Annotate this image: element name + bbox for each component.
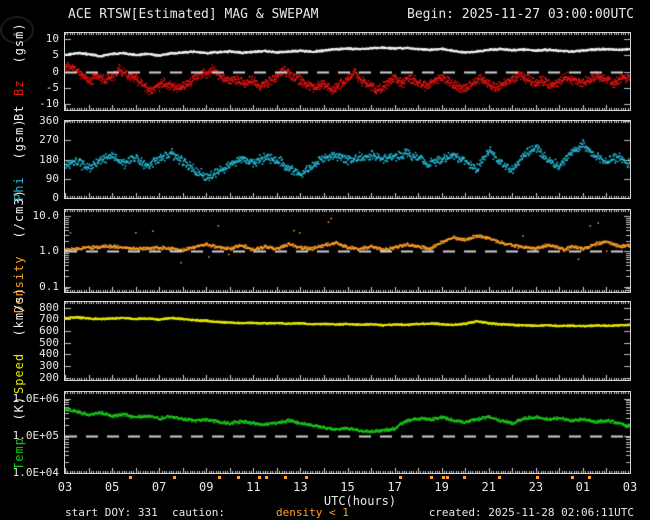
x-tick-label: 21 [481, 480, 496, 494]
y-tick-label: 1.0E+04 [12, 466, 59, 479]
caution-marker [446, 476, 450, 479]
x-tick-label: 11 [246, 480, 261, 494]
y-axis-title-part: Bz [12, 79, 26, 97]
y-tick-label: 180 [39, 152, 59, 166]
created-timestamp: created: 2025-11-28 02:06:11UTC [428, 506, 634, 519]
x-tick-label: 13 [293, 480, 308, 494]
caution-marker [399, 476, 403, 479]
y-axis-title-part: (gsm) [12, 22, 26, 80]
y-tick-label: 5 [52, 48, 59, 62]
caution-marker [587, 476, 591, 479]
logo-spark [13, 33, 18, 36]
y-tick-label: 0.1 [39, 279, 59, 293]
y-tick-label: 10.0 [32, 209, 60, 223]
y-tick-label: 300 [39, 359, 59, 373]
y-axis-title-temp: Temp (K) [4, 392, 34, 473]
panel-density [64, 209, 631, 293]
start-doy-label: start DOY: 331 [65, 506, 158, 519]
caution-marker [305, 476, 309, 479]
y-tick-label: 700 [39, 312, 59, 326]
y-tick-label: 0 [52, 191, 59, 204]
caution-marker [441, 476, 445, 479]
caution-marker [283, 476, 287, 479]
y-tick-label: 600 [39, 324, 59, 338]
caution-marker [128, 476, 132, 479]
y-tick-label: 90 [45, 171, 59, 185]
y-tick-label: -10 [39, 96, 59, 110]
y-axis-title-speed: Speed (km/s) [4, 288, 34, 395]
panel-bt-bz [64, 32, 631, 111]
x-axis-label: UTC(hours) [323, 494, 397, 508]
x-tick-label: 03 [57, 480, 73, 494]
y-tick-label: -5 [45, 80, 59, 94]
plot-title: ACE RTSW[Estimated] MAG & SWEPAM [68, 7, 319, 22]
y-tick-label: 200 [39, 370, 59, 384]
panel-canvas-density [65, 210, 630, 292]
x-tick-label: 03 [622, 480, 638, 494]
y-tick-label: 360 [39, 114, 59, 127]
caution-marker [236, 476, 240, 479]
panel-canvas-bt-bz [65, 33, 630, 110]
y-axis-title-part: Temp [12, 436, 26, 470]
caution-marker [173, 476, 177, 479]
y-tick-label: 10 [45, 32, 59, 46]
y-axis-title-part: (gsm) [12, 118, 26, 176]
y-tick-label: 1.0E+05 [12, 428, 59, 442]
x-tick-label: 23 [528, 480, 544, 494]
x-tick-label: 19 [434, 480, 449, 494]
y-axis-title-part: (/cm3) [12, 189, 26, 256]
y-tick-label: 270 [39, 133, 59, 147]
caution-marker [429, 476, 433, 479]
y-tick-label: 400 [39, 347, 59, 361]
y-tick-label: 500 [39, 335, 59, 349]
x-tick-label: 07 [151, 480, 167, 494]
caution-marker [535, 476, 539, 479]
y-axis-title-density: Density (/cm3) [4, 189, 34, 312]
x-tick-label: 01 [575, 480, 591, 494]
y-tick-label: 1.0 [39, 244, 59, 258]
y-axis-title-bt-bz: Bt Bz (gsm) [4, 22, 34, 121]
begin-timestamp: Begin: 2025-11-27 03:00:00UTC [407, 7, 634, 22]
panel-phi [64, 120, 631, 199]
y-tick-label: 0 [52, 64, 59, 78]
caution-marker [258, 476, 262, 479]
y-axis-title-part: (K) [12, 395, 26, 437]
caution-marker [265, 476, 269, 479]
y-axis-title-part: (km/s) [12, 287, 26, 354]
y-axis-title-phi: Phi (gsm) [4, 118, 34, 200]
caution-value: density < 1 [276, 506, 349, 519]
y-axis-title-part: Speed [12, 353, 26, 395]
x-tick-label: 15 [340, 480, 355, 494]
logo-remnant [0, 16, 34, 44]
y-tick-label: 1.0E+06 [12, 391, 59, 405]
caution-marker [498, 476, 502, 479]
x-tick-label: 17 [387, 480, 402, 494]
panel-temp [64, 391, 631, 474]
panel-canvas-speed [65, 302, 630, 380]
caution-marker [571, 476, 575, 479]
panel-canvas-temp [65, 392, 630, 473]
panel-speed [64, 301, 631, 381]
y-tick-label: 800 [39, 300, 59, 314]
x-tick-label: 09 [199, 480, 214, 494]
caution-marker [462, 476, 466, 479]
caution-label: caution: [172, 506, 225, 519]
caution-marker [218, 476, 222, 479]
panel-canvas-phi [65, 121, 630, 198]
x-tick-label: 05 [104, 480, 120, 494]
